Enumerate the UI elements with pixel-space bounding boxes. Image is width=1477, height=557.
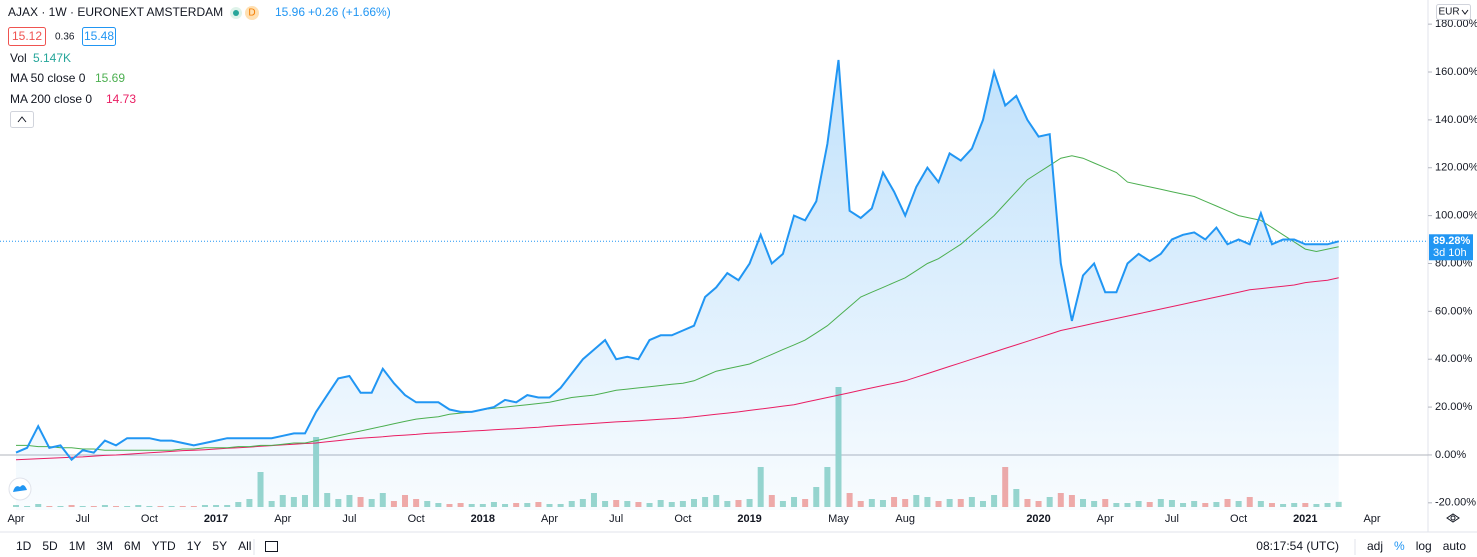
range-button[interactable]: 6M (124, 539, 141, 553)
y-tick-label: 20.00% (1435, 401, 1473, 413)
y-tick-label: 60.00% (1435, 305, 1473, 317)
x-tick-label: Jul (1165, 513, 1179, 525)
bid-box[interactable] (8, 27, 46, 46)
y-tick-label: 140.00% (1435, 114, 1477, 126)
last-value-badge (1429, 234, 1473, 261)
range-button[interactable]: 5D (42, 539, 58, 553)
spread: 0.36 (55, 32, 75, 43)
range-button[interactable]: All (238, 539, 251, 553)
y-tick-label: 100.00% (1435, 210, 1477, 222)
collapse-button[interactable] (10, 111, 34, 128)
scale-option[interactable]: auto (1443, 539, 1467, 553)
ma-line (15, 277, 1339, 461)
ma-line (16, 155, 1339, 451)
y-tick-label: 120.00% (1435, 162, 1477, 174)
x-tick-label: 2017 (204, 513, 228, 525)
x-tick-label: Aug (895, 513, 915, 525)
currency-caret (1461, 9, 1469, 15)
x-tick-label: Oct (1230, 513, 1247, 525)
range-button[interactable]: 1M (69, 539, 86, 553)
currency-button[interactable] (1436, 4, 1471, 20)
x-tick-label: Jul (76, 513, 90, 525)
x-tick-label: May (828, 513, 849, 525)
ma50-legend: MA 50 close 0 (10, 71, 86, 85)
y-tick-label: 160.00% (1435, 66, 1477, 78)
last-value-label: 89.28% (1433, 235, 1471, 247)
y-tick-label: 180.00% (1435, 18, 1477, 30)
bid: 15.12 (12, 29, 42, 43)
range-button[interactable]: 3M (96, 539, 113, 553)
volume-last: 5.147K (33, 51, 71, 65)
symbol-title: AJAX · 1W · EURONEXT AMSTERDAM (8, 5, 223, 19)
plot (0, 59, 1428, 510)
range-button[interactable]: YTD (152, 539, 176, 553)
x-tick-label: Apr (541, 513, 558, 525)
y-tick-label: 40.00% (1435, 353, 1473, 365)
x-tick-label: Oct (674, 513, 691, 525)
logo-icon (13, 485, 27, 492)
collapse-icon (17, 116, 27, 123)
ask: 15.48 (84, 29, 114, 43)
date-range-icon[interactable] (265, 541, 278, 552)
x-tick-label: Jul (609, 513, 623, 525)
volume-legend: Vol (10, 51, 27, 65)
y-tick-label: 0.00% (1435, 449, 1466, 461)
settings-icon[interactable] (1446, 513, 1460, 523)
y-tick-label: -20.00% (1435, 497, 1476, 509)
delay-badge (245, 6, 259, 20)
last-price: 15.96 (275, 5, 305, 19)
scale-option[interactable]: adj (1367, 539, 1383, 553)
scale-option[interactable]: % (1394, 539, 1405, 553)
x-tick-label: Apr (274, 513, 291, 525)
settings-icon-dot (1450, 515, 1456, 521)
range-button[interactable]: 1D (16, 539, 32, 553)
x-tick-label: Apr (7, 513, 24, 525)
x-tick-label: Apr (1363, 513, 1380, 525)
currency: EUR (1438, 7, 1459, 18)
countdown: 3d 10h (1433, 247, 1467, 259)
x-tick-label: 2021 (1293, 513, 1317, 525)
range-button[interactable]: 1Y (187, 539, 202, 553)
price-area (16, 60, 1339, 510)
price-change: +0.26 (+1.66%) (308, 5, 391, 19)
clock: 08:17:54 (UTC) (1256, 539, 1339, 553)
x-tick-label: Oct (408, 513, 425, 525)
price-line (15, 59, 1339, 462)
axes: -20.00% 0.00% 20.00% 40.00% 60.00% 80.00% 100.… (7, 18, 1477, 525)
ma200-legend: MA 200 close 0 (10, 92, 92, 106)
scale-option[interactable]: log (1416, 539, 1432, 553)
status-dot-core (233, 10, 239, 16)
y-tick-label: 80.00% (1435, 257, 1473, 269)
x-tick-label: 2019 (737, 513, 761, 525)
x-tick-label: Oct (141, 513, 158, 525)
bottom-toolbar: 1D 5D 1M 3M 6M YTD 1Y 5Y All 08:17:54 (UTC) adj% lo… (16, 539, 1466, 555)
ask-box[interactable] (82, 27, 116, 46)
x-tick-label: 2020 (1026, 513, 1050, 525)
x-tick-label: 2018 (471, 513, 495, 525)
delay-badge-text: D (248, 8, 255, 19)
x-tick-label: Jul (342, 513, 356, 525)
range-button[interactable]: 5Y (212, 539, 227, 553)
ma50-value: 15.69 (95, 71, 125, 85)
ma200-value: 14.73 (106, 92, 136, 106)
x-tick-label: Apr (1097, 513, 1114, 525)
